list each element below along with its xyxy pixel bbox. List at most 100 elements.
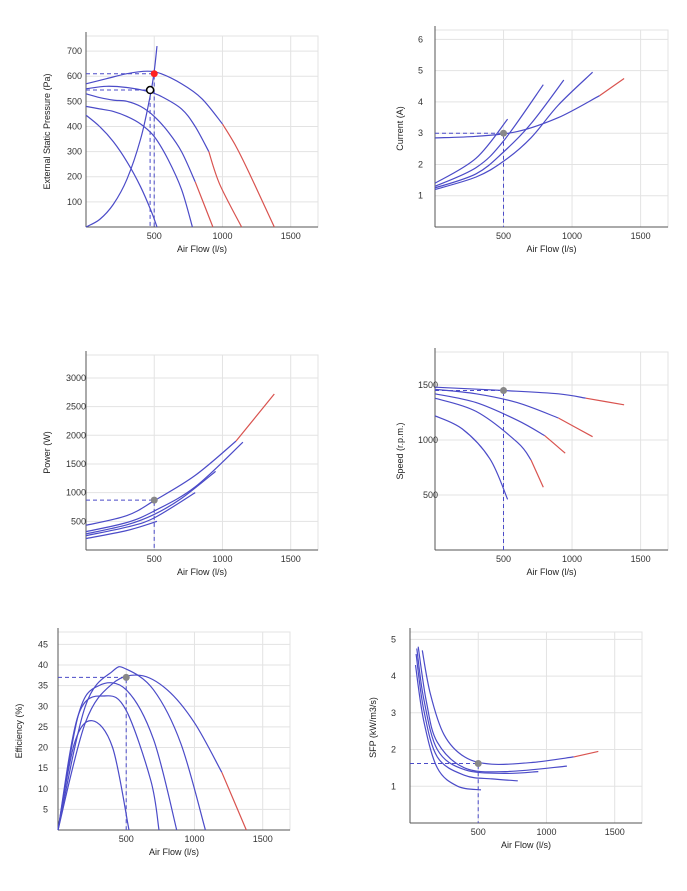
efficiency-y-tick-label: 35 — [38, 681, 48, 691]
power-x-axis-title: Air Flow (l/s) — [177, 567, 227, 577]
speed-x-tick-label: 1500 — [631, 554, 651, 564]
pressure-y-tick-label: 700 — [67, 46, 82, 56]
sfp-x-tick-label: 1000 — [536, 827, 556, 837]
pressure-series-2-overload-line — [208, 151, 243, 228]
sfp-series-2-line — [417, 646, 567, 773]
pressure-x-tick-label: 1000 — [212, 231, 232, 241]
efficiency-series-5-line — [57, 720, 130, 831]
speed-series-4-line — [434, 397, 532, 461]
pressure-series-4-line — [85, 105, 193, 228]
current-x-axis-title: Air Flow (l/s) — [527, 244, 577, 254]
power-y-tick-label: 2500 — [66, 402, 86, 412]
pressure-x-tick-label: 1500 — [281, 231, 301, 241]
sfp-y-tick-label: 4 — [391, 671, 396, 681]
sfp-x-tick-label: 1500 — [605, 827, 625, 837]
sfp-series-1-line — [421, 650, 574, 766]
speed-x-tick-label: 1000 — [562, 554, 582, 564]
current-series-1-overload-line — [599, 78, 625, 97]
efficiency-chart: 500 1000 1500 5 10 15 20 25 30 35 40 45 Air Flow (l/… — [14, 628, 291, 857]
pressure-x-tick-label: 500 — [147, 231, 162, 241]
efficiency-y-tick-label: 30 — [38, 701, 48, 711]
power-x-tick-label: 500 — [147, 554, 162, 564]
current-series-1-line — [434, 95, 600, 139]
power-y-tick-label: 1000 — [66, 488, 86, 498]
pressure-series-3-line — [85, 93, 196, 183]
current-y-tick-label: 2 — [418, 159, 423, 169]
pressure-y-tick-label: 200 — [67, 172, 82, 182]
pressure-plot-area — [85, 35, 319, 228]
pressure-operating-point — [150, 70, 158, 78]
efficiency-series-2-line — [57, 666, 206, 831]
efficiency-x-tick-label: 1000 — [184, 834, 204, 844]
speed-x-axis-title: Air Flow (l/s) — [527, 567, 577, 577]
sfp-operating-point — [474, 759, 482, 767]
speed-y-tick-label: 1000 — [418, 435, 438, 445]
efficiency-y-tick-label: 40 — [38, 660, 48, 670]
sfp-series-5-line — [414, 665, 482, 791]
efficiency-y-tick-label: 25 — [38, 722, 48, 732]
power-series-4-line — [85, 492, 196, 537]
pressure-y-tick-label: 300 — [67, 147, 82, 157]
speed-series-3-overload-line — [544, 435, 566, 454]
current-y-tick-label: 6 — [418, 34, 423, 44]
power-chart: 500 1000 1500 500 1000 1500 2000 2500 3000 Air Fl… — [42, 351, 319, 577]
power-plot-area — [85, 354, 319, 551]
current-operating-point — [500, 129, 508, 137]
efficiency-x-tick-label: 1500 — [253, 834, 273, 844]
speed-y-axis-title: Speed (r.p.m.) — [395, 422, 405, 479]
speed-series-1-line — [434, 386, 586, 399]
speed-operating-point — [500, 387, 508, 394]
sfp-y-tick-label: 3 — [391, 708, 396, 718]
pressure-y-tick-label: 500 — [67, 96, 82, 106]
efficiency-y-tick-label: 45 — [38, 639, 48, 649]
sfp-y-tick-label: 5 — [391, 634, 396, 644]
speed-x-tick-label: 500 — [496, 554, 511, 564]
efficiency-operating-point — [122, 673, 130, 681]
pressure-x-axis-title: Air Flow (l/s) — [177, 244, 227, 254]
speed-series-2-line — [434, 388, 559, 419]
current-y-axis-title: Current (A) — [395, 106, 405, 151]
sfp-series-4-line — [415, 653, 518, 782]
pressure-series-3-overload-line — [194, 181, 214, 228]
efficiency-x-tick-label: 500 — [119, 834, 134, 844]
current-y-tick-label: 3 — [418, 128, 423, 138]
current-series-5-line — [434, 118, 509, 184]
speed-y-tick-label: 500 — [423, 490, 438, 500]
speed-series-4-overload-line — [530, 459, 544, 488]
speed-plot-area — [434, 351, 669, 551]
current-y-tick-label: 1 — [418, 191, 423, 201]
current-y-tick-label: 5 — [418, 66, 423, 76]
sfp-plot-area — [409, 631, 643, 824]
power-series-1-overload-line — [235, 393, 275, 442]
pressure-y-axis-title: External Static Pressure (Pa) — [42, 73, 52, 189]
pressure-y-tick-label: 400 — [67, 121, 82, 131]
efficiency-y-tick-label: 20 — [38, 743, 48, 753]
sfp-series-1-overload-line — [573, 750, 599, 758]
sfp-y-tick-label: 2 — [391, 745, 396, 755]
power-y-tick-label: 2000 — [66, 430, 86, 440]
power-x-tick-label: 1000 — [212, 554, 232, 564]
speed-y-tick-label: 1500 — [418, 380, 438, 390]
power-y-tick-label: 500 — [71, 516, 86, 526]
power-y-axis-title: Power (W) — [42, 431, 52, 474]
sfp-operating-guide — [410, 763, 479, 823]
power-operating-guide — [86, 499, 155, 550]
sfp-chart: 500 1000 1500 1 2 3 4 5 Air Flow (l/s) SFP (kW/m3… — [368, 628, 643, 850]
power-x-tick-label: 1500 — [281, 554, 301, 564]
pressure-chart: 500 1000 1500 100 200 300 400 500 600 700 Air Flow… — [42, 32, 319, 254]
speed-series-5-line — [434, 415, 509, 500]
power-series-3-line — [85, 470, 216, 535]
efficiency-operating-guide — [58, 676, 127, 830]
efficiency-plot-area — [57, 631, 291, 831]
efficiency-y-tick-label: 15 — [38, 763, 48, 773]
sfp-series-3-line — [416, 648, 539, 775]
pressure-y-tick-label: 100 — [67, 197, 82, 207]
sfp-y-tick-label: 1 — [391, 781, 396, 791]
current-plot-area — [434, 29, 669, 228]
current-series-2-line — [434, 71, 594, 191]
power-operating-point — [150, 496, 158, 504]
pressure-series-1-overload-line — [221, 123, 275, 228]
power-series-5-line — [85, 520, 158, 540]
efficiency-x-axis-title: Air Flow (l/s) — [149, 847, 199, 857]
